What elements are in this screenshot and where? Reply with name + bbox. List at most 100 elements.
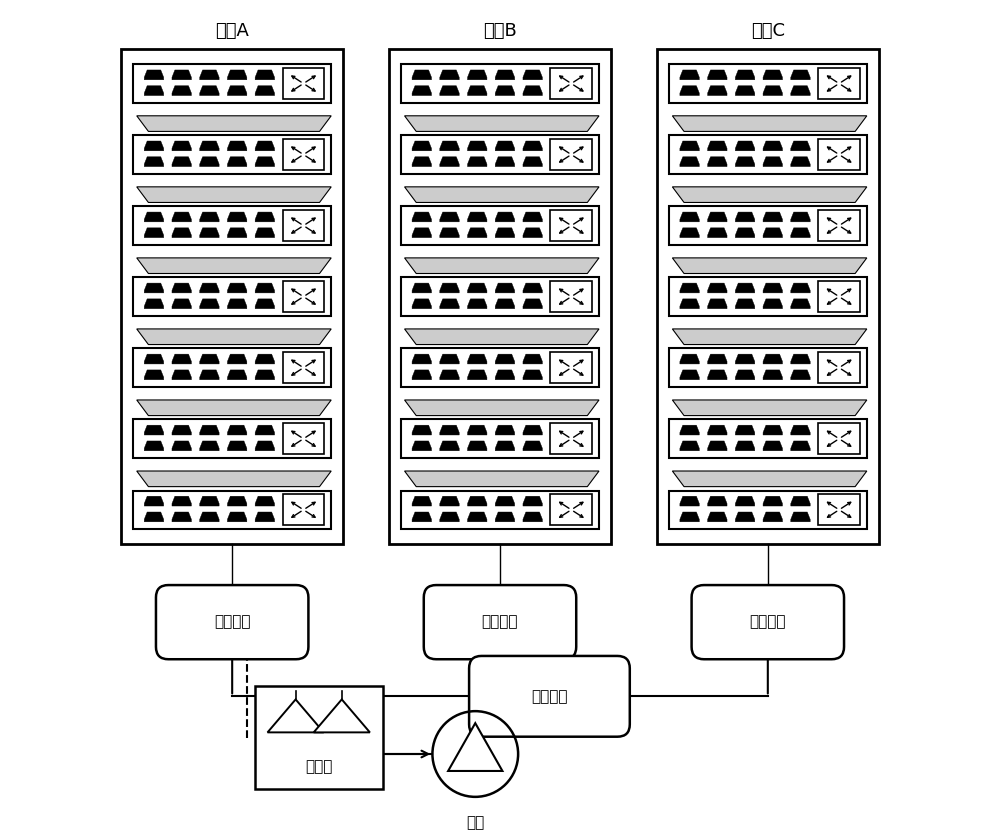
Bar — [818, 281, 860, 312]
Polygon shape — [791, 425, 810, 435]
Polygon shape — [495, 441, 515, 451]
Polygon shape — [672, 329, 867, 344]
Polygon shape — [735, 496, 755, 506]
Polygon shape — [412, 86, 431, 96]
Polygon shape — [227, 86, 247, 96]
Polygon shape — [523, 512, 542, 522]
Polygon shape — [468, 354, 487, 364]
Bar — [133, 277, 331, 316]
Polygon shape — [680, 512, 699, 522]
Polygon shape — [144, 283, 164, 293]
Polygon shape — [144, 86, 164, 96]
Polygon shape — [672, 187, 867, 202]
Polygon shape — [468, 141, 487, 151]
Polygon shape — [440, 212, 459, 222]
Polygon shape — [495, 70, 515, 80]
Polygon shape — [763, 156, 782, 166]
Polygon shape — [255, 425, 275, 435]
Polygon shape — [468, 441, 487, 451]
Polygon shape — [708, 70, 727, 80]
Polygon shape — [227, 228, 247, 238]
Polygon shape — [523, 141, 542, 151]
Polygon shape — [200, 70, 219, 80]
Polygon shape — [144, 141, 164, 151]
Bar — [389, 49, 611, 544]
Polygon shape — [137, 116, 331, 131]
Bar — [669, 64, 867, 103]
Polygon shape — [440, 512, 459, 522]
FancyBboxPatch shape — [469, 656, 630, 736]
Polygon shape — [144, 496, 164, 506]
Polygon shape — [495, 425, 515, 435]
Polygon shape — [791, 299, 810, 309]
Polygon shape — [412, 283, 431, 293]
Polygon shape — [412, 425, 431, 435]
Polygon shape — [172, 512, 191, 522]
Polygon shape — [440, 141, 459, 151]
Text: 机柜C: 机柜C — [751, 22, 785, 40]
Bar — [401, 206, 599, 245]
Polygon shape — [763, 370, 782, 379]
Polygon shape — [791, 283, 810, 293]
Polygon shape — [468, 86, 487, 96]
Polygon shape — [144, 370, 164, 379]
Polygon shape — [144, 354, 164, 364]
Polygon shape — [523, 370, 542, 379]
Bar — [121, 49, 343, 544]
Polygon shape — [791, 70, 810, 80]
Polygon shape — [440, 354, 459, 364]
Polygon shape — [144, 441, 164, 451]
Polygon shape — [791, 370, 810, 379]
Polygon shape — [735, 425, 755, 435]
Polygon shape — [200, 156, 219, 166]
Polygon shape — [495, 299, 515, 309]
Polygon shape — [412, 370, 431, 379]
Polygon shape — [763, 354, 782, 364]
Polygon shape — [440, 299, 459, 309]
Polygon shape — [440, 283, 459, 293]
Polygon shape — [680, 354, 699, 364]
Polygon shape — [523, 299, 542, 309]
Polygon shape — [172, 283, 191, 293]
Bar — [133, 419, 331, 458]
Polygon shape — [735, 86, 755, 96]
Polygon shape — [791, 86, 810, 96]
Bar — [669, 277, 867, 316]
Polygon shape — [227, 299, 247, 309]
Polygon shape — [200, 86, 219, 96]
Polygon shape — [680, 156, 699, 166]
Polygon shape — [735, 212, 755, 222]
Polygon shape — [680, 441, 699, 451]
Bar — [401, 136, 599, 174]
Polygon shape — [137, 471, 331, 487]
Polygon shape — [495, 141, 515, 151]
Polygon shape — [200, 228, 219, 238]
Polygon shape — [680, 425, 699, 435]
Bar — [818, 423, 860, 454]
Polygon shape — [763, 512, 782, 522]
Polygon shape — [523, 212, 542, 222]
Polygon shape — [523, 283, 542, 293]
Polygon shape — [680, 86, 699, 96]
Polygon shape — [708, 512, 727, 522]
Polygon shape — [440, 496, 459, 506]
Bar — [283, 281, 324, 312]
Polygon shape — [144, 228, 164, 238]
Polygon shape — [735, 156, 755, 166]
Bar — [133, 64, 331, 103]
Polygon shape — [412, 354, 431, 364]
Polygon shape — [448, 723, 502, 771]
Polygon shape — [227, 512, 247, 522]
Polygon shape — [412, 141, 431, 151]
Polygon shape — [440, 86, 459, 96]
Bar — [401, 277, 599, 316]
Polygon shape — [255, 512, 275, 522]
Polygon shape — [440, 441, 459, 451]
Polygon shape — [672, 471, 867, 487]
Polygon shape — [672, 400, 867, 415]
Polygon shape — [763, 141, 782, 151]
Polygon shape — [255, 70, 275, 80]
Polygon shape — [200, 512, 219, 522]
Text: 末端空调: 末端空调 — [750, 615, 786, 630]
Bar — [283, 68, 324, 99]
